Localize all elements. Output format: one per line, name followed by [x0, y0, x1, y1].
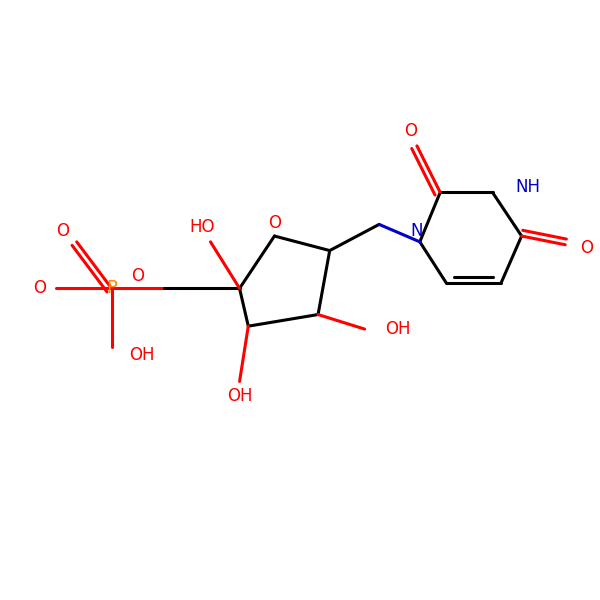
- Text: O: O: [56, 223, 68, 241]
- Text: N: N: [410, 223, 423, 241]
- Text: O: O: [404, 122, 418, 140]
- Text: OH: OH: [227, 387, 253, 405]
- Text: O: O: [131, 266, 144, 284]
- Text: O: O: [34, 280, 47, 298]
- Text: OH: OH: [385, 320, 410, 338]
- Text: HO: HO: [189, 218, 215, 236]
- Text: O: O: [580, 239, 593, 257]
- Text: O: O: [268, 214, 281, 232]
- Text: NH: NH: [516, 178, 541, 196]
- Text: P: P: [106, 280, 117, 298]
- Text: OH: OH: [129, 346, 155, 364]
